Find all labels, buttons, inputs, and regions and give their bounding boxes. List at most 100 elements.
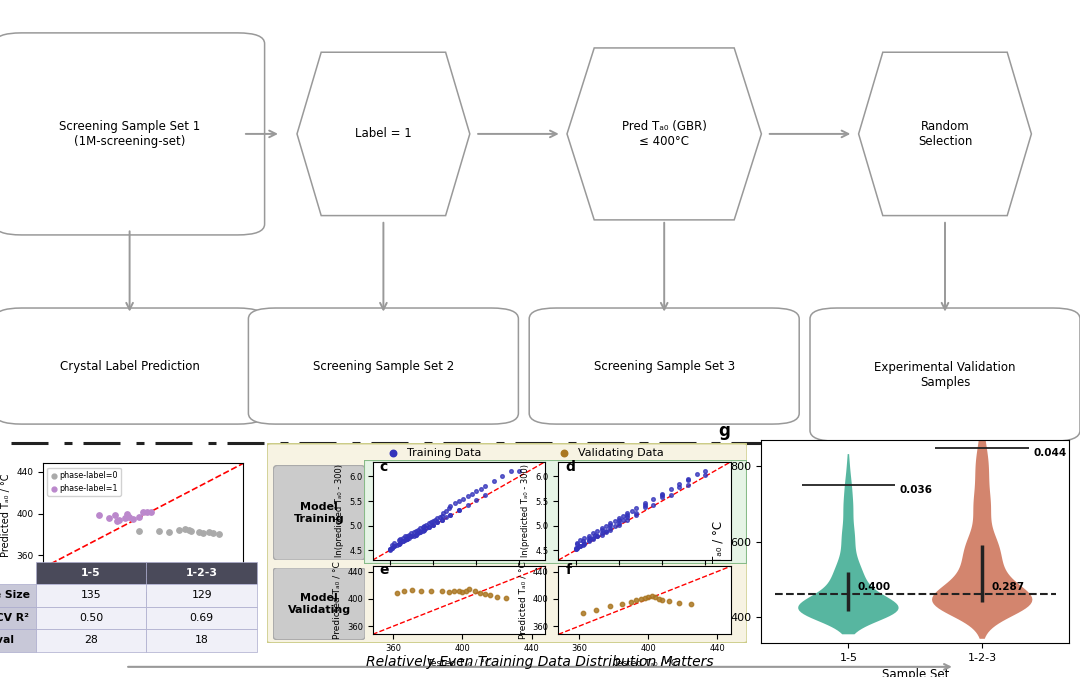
Point	[576, 538, 593, 548]
Point	[399, 534, 416, 545]
Point	[619, 511, 636, 522]
Point	[388, 540, 405, 551]
Point	[593, 524, 610, 535]
Point	[555, 447, 572, 458]
Point	[405, 526, 422, 537]
Text: Label = 1: Label = 1	[355, 127, 411, 140]
Point	[471, 588, 488, 599]
phase-label=1	[119, 508, 136, 519]
Point	[688, 468, 705, 479]
Point	[653, 594, 671, 605]
Point	[636, 593, 653, 604]
Point	[580, 530, 597, 541]
Point	[567, 544, 584, 554]
Text: 0.044: 0.044	[1034, 448, 1066, 458]
Point	[639, 592, 657, 603]
Point	[569, 538, 586, 548]
Point	[459, 491, 476, 502]
Point	[429, 513, 446, 524]
Point	[411, 526, 429, 537]
Text: Random
Selection: Random Selection	[918, 120, 972, 148]
Text: Screening Sample Set 2: Screening Sample Set 2	[313, 359, 454, 372]
Point	[602, 524, 619, 535]
Point	[622, 596, 639, 607]
Point	[386, 541, 403, 552]
Point	[383, 542, 401, 553]
Point	[407, 529, 424, 540]
Point	[381, 544, 399, 554]
Text: 0.287: 0.287	[991, 582, 1025, 592]
Point	[454, 587, 471, 598]
Point	[416, 520, 433, 531]
Point	[647, 592, 664, 603]
Point	[573, 536, 591, 547]
Point	[653, 489, 671, 500]
phase-label=1	[108, 515, 125, 526]
Point	[502, 466, 519, 477]
Point	[671, 479, 688, 489]
phase-label=0	[194, 528, 212, 539]
Point	[627, 508, 645, 519]
Text: f: f	[565, 563, 571, 577]
Point	[418, 519, 435, 530]
Point	[697, 470, 714, 481]
Point	[392, 534, 409, 545]
Point	[424, 519, 442, 530]
Point	[396, 531, 414, 542]
Point	[468, 485, 485, 496]
Point	[457, 585, 474, 596]
FancyBboxPatch shape	[810, 308, 1080, 441]
Point	[602, 519, 619, 530]
Text: c: c	[379, 460, 388, 475]
Point	[446, 498, 463, 509]
Point	[569, 542, 586, 553]
Point	[422, 517, 440, 527]
Point	[403, 531, 420, 542]
Point	[679, 475, 697, 485]
Point	[580, 535, 597, 546]
Point	[442, 509, 459, 520]
Point	[472, 483, 489, 494]
FancyBboxPatch shape	[267, 443, 747, 643]
Point	[653, 492, 671, 502]
Point	[593, 523, 610, 533]
Point	[403, 531, 420, 542]
X-axis label: ln(tested Tₐ₀ - 300): ln(tested Tₐ₀ - 300)	[416, 584, 502, 594]
Point	[573, 540, 591, 551]
Point	[571, 541, 589, 552]
Point	[414, 525, 431, 536]
Point	[411, 523, 429, 533]
Point	[394, 536, 411, 547]
Text: Pred Tₐ₀ (GBR)
≤ 400°C: Pred Tₐ₀ (GBR) ≤ 400°C	[622, 120, 706, 148]
Point	[482, 590, 499, 600]
Point	[597, 526, 615, 537]
Polygon shape	[297, 52, 470, 215]
Point	[610, 515, 627, 525]
Point	[383, 540, 401, 551]
Point	[602, 523, 619, 533]
Point	[392, 538, 409, 548]
Point	[381, 545, 399, 556]
Point	[606, 520, 623, 531]
Point	[429, 517, 446, 527]
Text: Model
Validating: Model Validating	[287, 593, 351, 615]
Point	[494, 471, 511, 482]
Point	[571, 535, 589, 546]
Point	[442, 500, 459, 511]
Point	[450, 504, 468, 515]
Point	[584, 534, 602, 545]
Point	[580, 536, 597, 547]
Point	[660, 596, 677, 607]
X-axis label: Tested Tₐ₀ / °C: Tested Tₐ₀ / °C	[109, 592, 177, 602]
Point	[619, 515, 636, 525]
Point	[381, 544, 399, 554]
Point	[424, 515, 442, 526]
Point	[697, 466, 714, 477]
Point	[573, 607, 591, 618]
Point	[396, 535, 414, 546]
Point	[433, 515, 450, 525]
Point	[390, 535, 407, 546]
Point	[386, 541, 403, 552]
Text: e: e	[379, 563, 389, 577]
Polygon shape	[567, 48, 761, 220]
